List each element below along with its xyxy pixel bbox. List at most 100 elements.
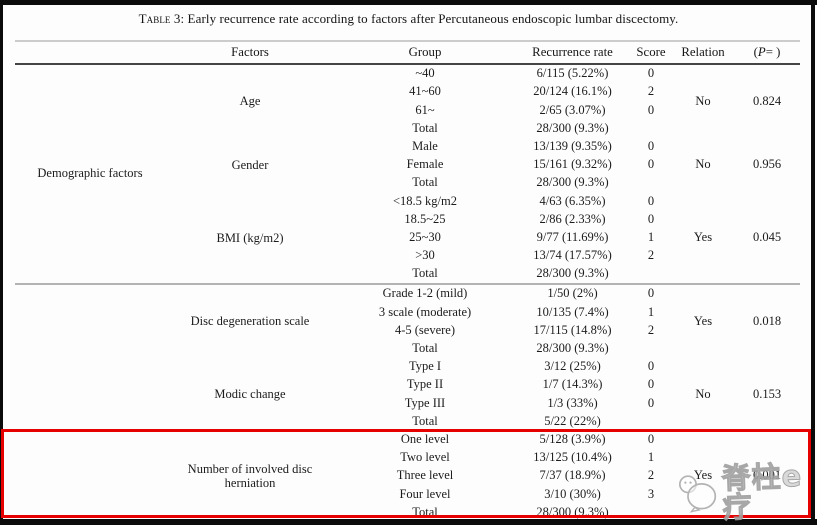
recurrence-rate-cell: 20/124 (16.1%) — [533, 84, 612, 99]
score-cell: 0 — [647, 138, 655, 153]
table-row: Demographic factors Age ~40 6/115 (5.22%… — [15, 64, 800, 286]
score-cell: 0 — [647, 377, 655, 392]
factor-cell-modic: Modic change — [214, 387, 286, 402]
group-cell: One level — [400, 431, 450, 446]
category-cell-demographic: Demographic factors — [15, 64, 165, 286]
table-row: Four level 3/10 (30%) 3 — [15, 485, 800, 503]
table-row: Female 15/161 (9.32%) 0 — [15, 156, 800, 174]
factor-cell-bmi: BMI (kg/m2) — [165, 192, 335, 286]
recurrence-rate-cell: 2/65 (3.07%) — [539, 102, 606, 117]
group-cell: 4-5 (severe) — [394, 322, 456, 337]
score-cell: 3 — [647, 486, 655, 501]
score-cell: 2 — [647, 248, 655, 263]
p-value-cell: 0.956 — [752, 157, 782, 172]
score-cell: 0 — [647, 157, 655, 172]
recurrence-rate-cell: 13/74 (17.57%) — [533, 248, 612, 263]
recurrence-rate-cell: 28/300 (9.3%) — [536, 175, 609, 190]
recurrence-rate-cell: 28/300 (9.3%) — [515, 265, 630, 286]
group-cell: Male — [412, 138, 438, 153]
group-cell: Two level — [400, 450, 450, 465]
header-p-value: (P= ) — [734, 40, 800, 65]
score-cell: 0 — [647, 211, 655, 226]
p-value-cell: 0.001 — [752, 468, 782, 483]
relation-cell: No — [695, 386, 711, 401]
table-row: Total 28/300 (9.3%) — [15, 120, 800, 138]
group-cell: Grade 1-2 (mild) — [382, 286, 468, 301]
group-cell: Total — [412, 175, 438, 190]
p-value-cell: 0.018 — [752, 313, 782, 328]
score-cell: 0 — [647, 286, 655, 301]
header-recurrence-rate: Recurrence rate — [515, 40, 630, 65]
recurrence-rate-cell: 5/22 (22%) — [544, 413, 601, 428]
group-cell: Type I — [408, 359, 442, 374]
table-row: Total 28/300 (9.3%) — [15, 265, 800, 286]
recurrence-rate-cell: 1/7 (14.3%) — [542, 377, 603, 392]
recurrence-rate-cell: 1/3 (33%) — [547, 395, 598, 410]
table-row: Type III 1/3 (33%) 0 — [15, 394, 800, 412]
recurrence-rate-cell: 1/50 (2%) — [547, 286, 598, 301]
p-value-cell: 0.045 — [734, 192, 800, 286]
score-cell — [630, 265, 672, 286]
group-cell: Type II — [406, 377, 444, 392]
table-row: 4-5 (severe) 17/115 (14.8%) 2 — [15, 322, 800, 340]
table-row: Modic change Type I 3/12 (25%) 0 No 0.15… — [15, 358, 800, 401]
score-cell: 2 — [647, 322, 655, 337]
relation-cell: No — [695, 93, 711, 108]
group-cell: 41~60 — [409, 84, 441, 99]
score-cell: 0 — [647, 102, 655, 117]
table-row: 18.5~25 2/86 (2.33%) 0 — [15, 211, 800, 229]
recurrence-rate-cell: 15/161 (9.32%) — [533, 157, 612, 172]
recurrence-rate-cell: 13/125 (10.4%) — [533, 450, 612, 465]
group-cell: <18.5 kg/m2 — [393, 193, 457, 208]
relation-cell: Yes — [672, 192, 734, 286]
recurrence-rate-cell: 2/86 (2.33%) — [539, 211, 606, 226]
recurrence-rate-cell: 17/115 (14.8%) — [533, 322, 612, 337]
recurrence-rate-cell: 28/300 (9.3%) — [536, 341, 609, 356]
group-cell: 3 scale (moderate) — [378, 304, 472, 319]
table-row: Total 28/300 (9.3%) — [15, 340, 800, 358]
factor-cell-age: Age — [239, 94, 261, 109]
frame-border-right — [811, 0, 815, 525]
group-cell: Female — [406, 157, 444, 172]
table-row: BMI (kg/m2) <18.5 kg/m2 4/63 (6.35%) 0 Y… — [15, 192, 800, 286]
score-cell: 0 — [647, 431, 655, 446]
header-score: Score — [630, 40, 672, 65]
table-row: Total 28/300 (9.3%) — [15, 174, 800, 192]
frame-border-top — [0, 0, 817, 5]
red-highlight-box — [1, 429, 811, 518]
table-caption-number: Table 3: — [138, 11, 185, 26]
p-value-cell: 0.153 — [752, 386, 782, 401]
group-cell: Total — [412, 120, 438, 135]
header-relation: Relation — [672, 40, 734, 65]
score-cell — [630, 174, 672, 192]
table-header-row: Factors Group Recurrence rate Score Rela… — [15, 40, 800, 65]
group-cell: ~40 — [415, 66, 435, 81]
group-cell: 25~30 — [409, 229, 441, 244]
recurrence-rate-cell: 10/135 (7.4%) — [536, 304, 609, 319]
category-cell-empty — [15, 358, 165, 431]
recurrence-factors-table: Factors Group Recurrence rate Score Rela… — [15, 40, 800, 522]
table-row: Two level 13/125 (10.4%) 1 — [15, 449, 800, 467]
score-cell: 2 — [647, 468, 655, 483]
category-cell-empty — [15, 284, 165, 358]
group-cell: Total — [412, 413, 438, 428]
score-cell: 0 — [647, 395, 655, 410]
score-cell: 1 — [647, 304, 655, 319]
table-caption: Table 3: Early recurrence rate according… — [0, 11, 817, 27]
recurrence-rate-cell: 28/300 (9.3%) — [536, 120, 609, 135]
table-row: Type II 1/7 (14.3%) 0 — [15, 376, 800, 394]
group-cell: Four level — [399, 486, 451, 501]
table-row: 41~60 20/124 (16.1%) 2 — [15, 83, 800, 101]
factor-cell-gender: Gender — [231, 157, 269, 172]
frame-border-bottom — [0, 519, 817, 525]
factor-cell-involved-levels: Number of involved disc herniation — [187, 461, 313, 491]
group-cell: Type III — [404, 395, 446, 410]
recurrence-rate-cell: 3/10 (30%) — [544, 486, 601, 501]
group-cell: 18.5~25 — [404, 211, 446, 226]
table-row: 25~30 9/77 (11.69%) 1 — [15, 229, 800, 247]
table-row: Disc degeneration scale Grade 1-2 (mild)… — [15, 284, 800, 329]
score-cell: 1 — [647, 229, 655, 244]
score-cell — [630, 120, 672, 138]
factor-cell-disc-degeneration: Disc degeneration scale — [190, 314, 310, 329]
